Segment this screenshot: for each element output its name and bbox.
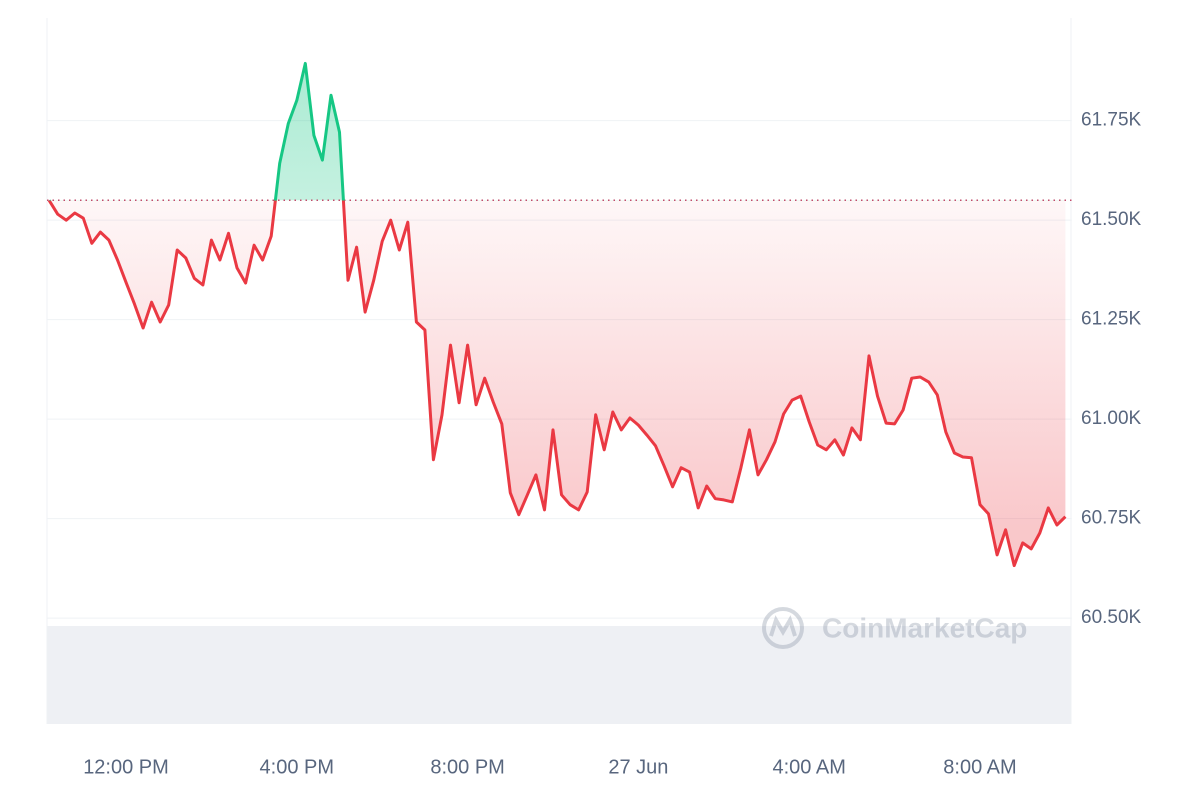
watermark-logo-mark	[769, 615, 797, 637]
x-tick-label: 4:00 AM	[772, 756, 845, 778]
x-tick-label: 27 Jun	[608, 756, 668, 778]
x-tick-label: 4:00 PM	[260, 756, 334, 778]
volume-area	[47, 626, 1071, 724]
y-tick-label: 61.50K	[1081, 209, 1142, 230]
x-tick-label: 8:00 PM	[430, 756, 504, 778]
y-tick-label: 61.00K	[1081, 408, 1142, 429]
watermark-text: CoinMarketCap	[822, 612, 1027, 643]
y-tick-label: 60.50K	[1081, 607, 1142, 628]
y-tick-label: 61.25K	[1081, 309, 1142, 330]
y-tick-label: 60.75K	[1081, 508, 1142, 529]
watermark-logo	[762, 607, 804, 649]
price-line	[47, 61, 1067, 568]
price-area	[49, 63, 1066, 566]
x-tick-label: 8:00 AM	[943, 756, 1016, 778]
y-tick-label: 61.75K	[1081, 110, 1142, 131]
x-tick-label: 12:00 PM	[83, 756, 169, 778]
watermark: CoinMarketCap	[762, 607, 1027, 649]
